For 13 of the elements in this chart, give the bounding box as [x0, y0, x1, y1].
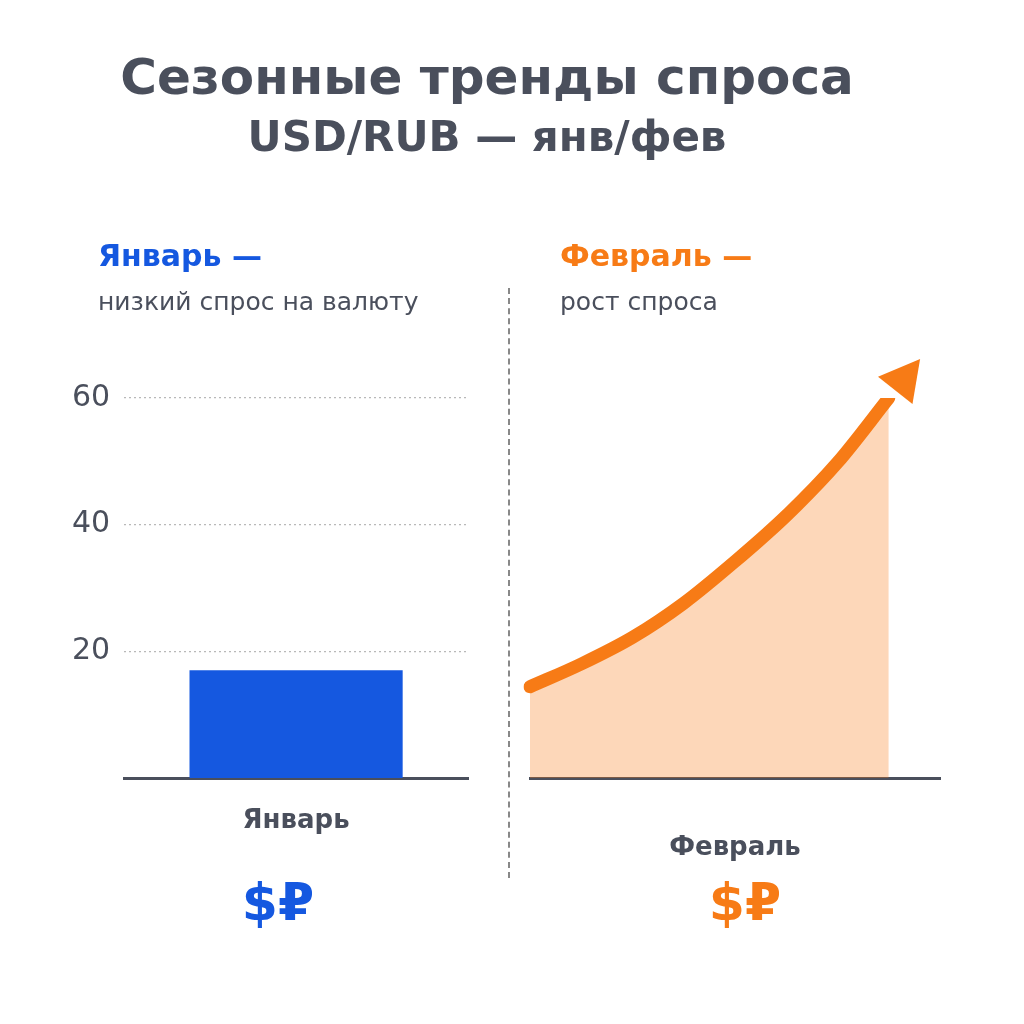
text: Январь —: [98, 238, 263, 273]
y-tick-label: 60: [71, 377, 111, 413]
y-tick-label: 20: [71, 631, 111, 667]
text: $₽: [240, 872, 316, 932]
text: низкий спрос на валюту: [98, 287, 420, 316]
text: $₽: [707, 872, 783, 932]
y-tick-label: 40: [71, 504, 111, 540]
text: Февраль —: [560, 238, 754, 273]
x-tick-label: Январь: [242, 804, 350, 835]
text: рост спроса: [560, 287, 719, 316]
x-axis-title: Февраль: [669, 831, 801, 862]
chart-title: Сезонные тренды спроса: [119, 48, 855, 106]
chart-subtitle: USD/RUB — янв/фев: [246, 112, 728, 161]
